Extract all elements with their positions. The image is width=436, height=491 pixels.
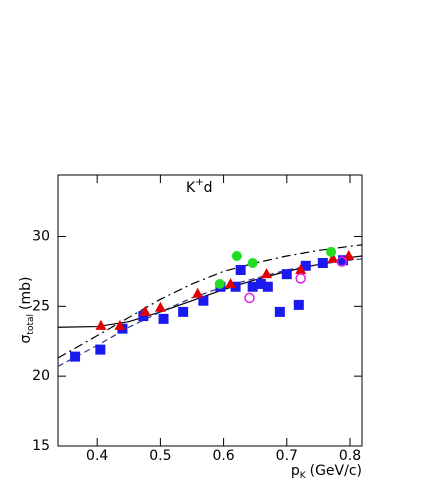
data-point [95,344,106,355]
annotation-rest: d [204,180,213,196]
data-point [274,306,285,317]
data-point [343,250,355,261]
data-point [225,277,237,288]
annotation: K+d [186,177,212,196]
y-tick-label: 15 [32,438,50,454]
data-point [214,278,225,289]
data-point [247,258,258,269]
data-point [326,246,337,257]
data-point [293,299,304,310]
data-point [262,281,273,292]
data-point [235,264,246,275]
y-tick-label: 20 [32,368,50,384]
x-label-unit: (GeV/c) [310,463,362,479]
data-point [244,292,255,304]
data-point [300,260,311,271]
x-axis-label: pK (GeV/c) [291,463,362,481]
annotation-sup: + [195,177,203,188]
data-point [70,351,81,362]
data-point [178,306,189,317]
data-point [336,256,348,267]
y-axis-label: σtotal (mb) [18,277,36,344]
y-label-subscript: total [26,314,36,335]
fit-curve [57,255,363,328]
data-point [317,258,328,269]
data-point [114,319,126,330]
data-point [198,295,209,306]
data-point [139,305,151,316]
data-point [230,281,241,292]
x-tick-label: 0.7 [276,448,298,464]
y-label-symbol: σ [18,334,34,343]
data-point [255,278,266,289]
x-label-base: p [291,463,300,479]
plot-frame [57,174,363,447]
data-point [95,319,107,330]
data-point [295,263,307,274]
x-tick-label: 0.6 [212,448,234,464]
x-tick-label: 0.4 [86,448,108,464]
data-point [158,313,169,324]
data-point [192,287,204,298]
data-point [327,252,339,263]
x-tick-label: 0.8 [339,448,361,464]
x-tick-label: 0.5 [149,448,171,464]
y-tick-label: 30 [32,228,50,244]
y-label-unit: (mb) [18,277,34,310]
x-label-subscript: K [300,471,307,481]
data-point [154,301,166,312]
y-tick-label: 25 [32,298,50,314]
data-point [231,251,242,262]
annotation-base: K [186,180,196,196]
data-point [247,281,258,292]
data-point [295,273,306,284]
data-point [281,269,292,280]
data-point [138,311,149,322]
fit-curve [57,244,363,359]
data-point [261,268,273,279]
data-point [338,255,349,266]
